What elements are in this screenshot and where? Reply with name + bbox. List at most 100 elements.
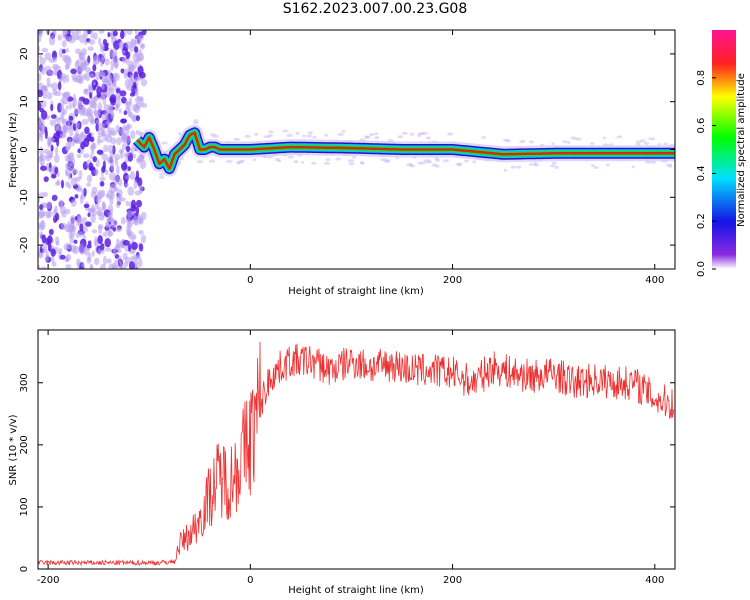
- noise-speck: [123, 110, 128, 116]
- noise-speck: [39, 204, 44, 211]
- noise-speck: [44, 52, 52, 61]
- spectrogram-chart: -200 0 200 400 -20 -10 0 10 20 0.0 0.2 0.4 0.6 0.8 N…: [8, 29, 747, 297]
- noise-speck: [88, 73, 95, 78]
- noise-speck: [58, 247, 63, 255]
- noise-speck: [421, 161, 426, 165]
- noise-speck: [58, 47, 64, 58]
- noise-speck: [312, 135, 317, 139]
- noise-speck: [101, 201, 105, 209]
- noise-speck: [80, 62, 88, 71]
- noise-speck: [49, 119, 57, 127]
- noise-speck: [110, 219, 118, 229]
- noise-speck: [96, 135, 101, 146]
- noise-speck: [99, 181, 105, 187]
- noise-speck: [60, 111, 65, 120]
- noise-speck: [325, 158, 331, 162]
- noise-speck: [41, 248, 49, 254]
- noise-speck: [67, 121, 71, 126]
- noise-speck: [125, 218, 131, 224]
- noise-speck: [90, 191, 97, 199]
- noise-speck: [38, 30, 44, 37]
- noise-speck: [104, 238, 111, 248]
- noise-speck: [208, 159, 216, 163]
- noise-speck: [605, 163, 610, 167]
- noise-speck: [87, 212, 91, 218]
- noise-speck: [84, 126, 90, 135]
- noise-speck: [136, 56, 144, 62]
- noise-speck: [101, 74, 106, 85]
- y-tick-label: 200: [19, 435, 30, 454]
- y-tick-label: 0: [19, 566, 30, 572]
- colorbar-tick-label: 0.4: [696, 165, 707, 181]
- noise-speck: [90, 96, 96, 104]
- noise-speck: [61, 48, 66, 54]
- noise-speck: [137, 258, 143, 268]
- noise-speck: [397, 135, 404, 139]
- noise-speck: [48, 167, 53, 172]
- noise-speck: [57, 102, 62, 113]
- noise-speck: [45, 154, 51, 162]
- noise-speck: [65, 105, 69, 110]
- noise-speck: [120, 131, 126, 141]
- noise-speck: [55, 124, 60, 132]
- noise-speck: [80, 131, 86, 139]
- noise-speck: [50, 114, 57, 119]
- noise-speck: [50, 173, 57, 179]
- noise-speck: [83, 203, 90, 209]
- noise-speck: [60, 199, 64, 208]
- noise-speck: [94, 235, 98, 246]
- colorbar: [712, 30, 736, 269]
- plot-frame: [37, 329, 676, 570]
- noise-speck: [75, 220, 80, 227]
- noise-speck: [138, 217, 144, 225]
- noise-speck: [107, 227, 112, 238]
- noise-speck: [503, 168, 507, 172]
- noise-speck: [99, 44, 105, 53]
- noise-speck: [103, 144, 108, 153]
- noise-speck: [138, 243, 144, 252]
- y-tick-label: 10: [19, 95, 30, 108]
- noise-speck: [113, 174, 120, 185]
- noise-speck: [42, 91, 48, 99]
- noise-speck: [51, 194, 58, 201]
- noise-speck: [50, 248, 56, 257]
- noise-speck: [67, 155, 71, 162]
- noise-speck: [76, 258, 81, 266]
- noise-speck: [287, 155, 294, 159]
- noise-speck: [101, 83, 105, 90]
- noise-speck: [76, 75, 83, 83]
- noise-speck: [89, 91, 93, 99]
- noise-speck: [73, 133, 78, 143]
- noise-speck: [53, 31, 57, 37]
- noise-speck: [90, 264, 94, 269]
- noise-speck: [92, 81, 96, 86]
- noise-speck: [134, 86, 139, 96]
- noise-speck: [50, 144, 54, 152]
- noise-speck: [54, 205, 58, 214]
- noise-speck: [133, 179, 138, 190]
- noise-speck: [84, 88, 88, 94]
- noise-speck: [76, 214, 82, 221]
- noise-speck: [88, 132, 92, 139]
- noise-speck: [159, 172, 164, 176]
- noise-speck: [138, 229, 144, 235]
- noise-speck: [78, 230, 84, 238]
- noise-speck: [115, 165, 120, 175]
- noise-speck: [39, 192, 45, 199]
- noise-speck: [133, 46, 139, 53]
- noise-speck: [102, 255, 107, 266]
- noise-speck: [59, 132, 66, 139]
- noise-speck: [70, 177, 78, 187]
- noise-speck: [380, 158, 387, 162]
- noise-speck: [337, 132, 344, 136]
- noise-speck: [41, 234, 47, 244]
- noise-speck: [431, 163, 438, 167]
- noise-speck: [106, 189, 113, 200]
- colorbar-tick-label: 0.2: [696, 213, 707, 229]
- noise-speck: [124, 174, 132, 179]
- noise-speck: [119, 149, 124, 160]
- noise-speck: [110, 65, 114, 71]
- noise-speck: [70, 68, 77, 75]
- noise-speck: [130, 146, 135, 154]
- noise-speck: [244, 134, 251, 138]
